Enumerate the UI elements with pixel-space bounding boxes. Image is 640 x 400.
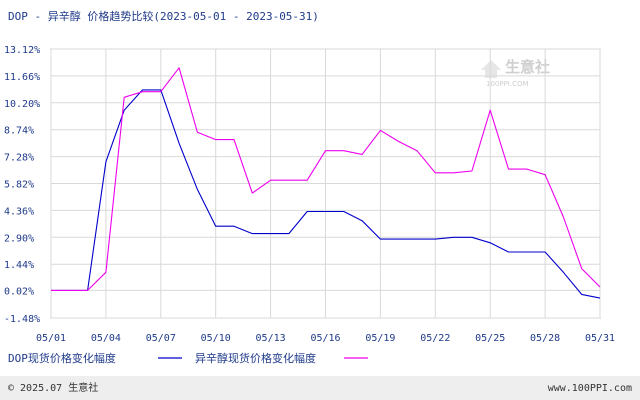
x-tick-label: 05/25 (475, 333, 505, 344)
chart-date-range: (2023-05-01 - 2023-05-31) (153, 10, 319, 23)
legend-label-dop: DOP现货价格变化幅度 (8, 351, 116, 365)
y-tick-label: 10.20% (4, 99, 40, 110)
y-tick-label: 8.74% (4, 126, 34, 137)
x-axis-ticks: 05/01 05/04 05/07 05/10 05/13 05/16 05/19 05/22… (36, 333, 615, 344)
y-tick-label: 2.90% (4, 233, 34, 244)
x-tick-label: 05/04 (91, 333, 121, 344)
x-tick-label: 05/22 (420, 333, 450, 344)
y-tick-label: 0.02% (4, 286, 34, 297)
legend-label-2eh: 异辛醇现货价格变化幅度 (195, 351, 316, 365)
y-tick-label: 13.12% (4, 45, 40, 56)
y-tick-label: 1.44% (4, 260, 34, 271)
x-tick-label: 05/07 (146, 333, 176, 344)
y-tick-label: 4.36% (4, 206, 34, 217)
series-lines (51, 67, 601, 299)
x-tick-label: 05/01 (36, 333, 66, 344)
watermark-logo: 生意社 100PPI.COM (481, 58, 550, 88)
x-tick-label: 05/28 (530, 333, 560, 344)
series-line-dop (51, 89, 601, 299)
y-axis-ticks: 13.12% 11.66% 10.20% 8.74% 7.28% 5.82% 4.36% 2.… (4, 45, 40, 325)
house-logo-icon (481, 60, 501, 78)
watermark-url: 100PPI.COM (486, 80, 529, 88)
y-tick-label: 5.82% (4, 180, 34, 191)
y-tick-label: 11.66% (4, 72, 40, 83)
y-tick-label: -1.48% (4, 314, 40, 325)
chart-title-main: DOP - 异辛醇 价格趋势比较 (8, 9, 153, 23)
x-tick-label: 05/10 (201, 333, 231, 344)
grid (50, 48, 601, 319)
x-tick-label: 05/13 (256, 333, 286, 344)
series-line-2eh (51, 67, 601, 291)
legend: DOP现货价格变化幅度 异辛醇现货价格变化幅度 (8, 351, 368, 365)
y-tick-label: 7.28% (4, 153, 34, 164)
footer-site-link[interactable]: www.100PPI.com (548, 383, 632, 394)
footer-bar (0, 376, 640, 400)
x-tick-label: 05/31 (585, 333, 615, 344)
x-tick-label: 05/19 (365, 333, 395, 344)
chart-title: DOP - 异辛醇 价格趋势比较(2023-05-01 - 2023-05-31… (8, 9, 319, 23)
footer-copyright: © 2025.07 生意社 (8, 381, 98, 394)
watermark-text: 生意社 (505, 58, 550, 76)
x-tick-label: 05/16 (310, 333, 340, 344)
